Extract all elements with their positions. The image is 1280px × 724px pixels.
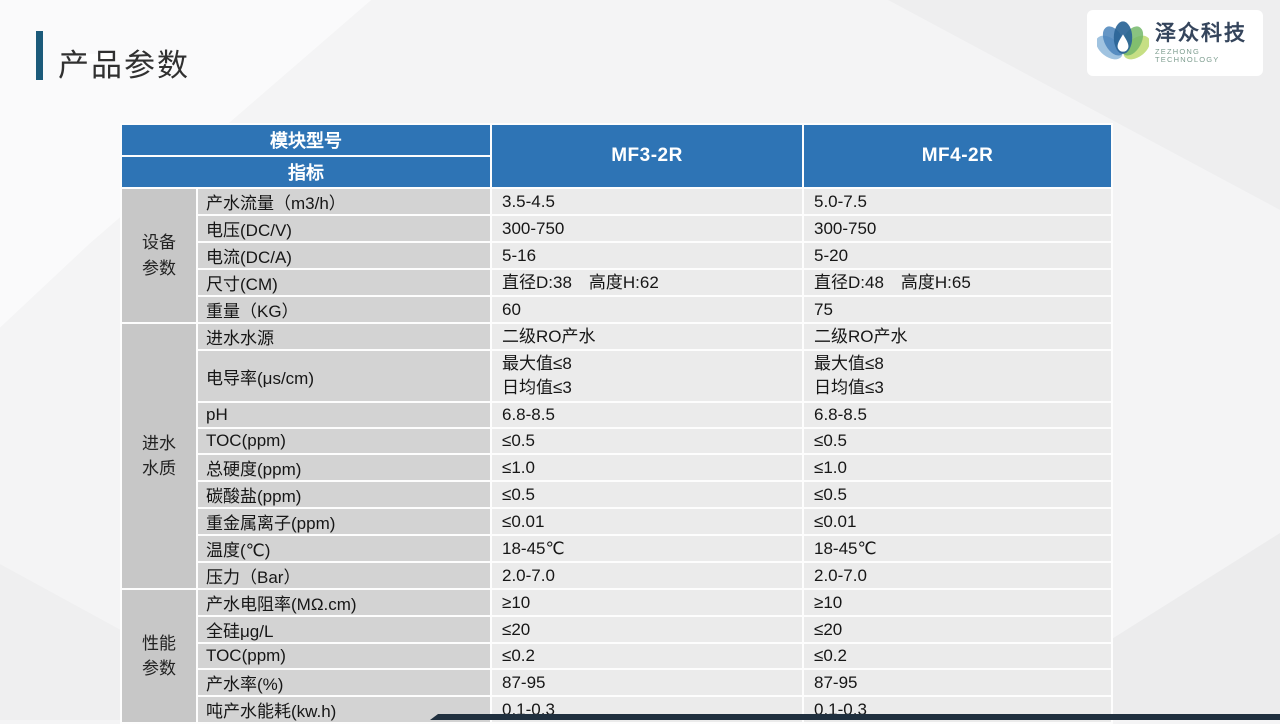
param-value-mf4: 6.8-8.5	[804, 403, 1111, 427]
param-label: 重金属离子(ppm)	[198, 509, 490, 534]
param-value-mf4: 75	[804, 297, 1111, 322]
param-value-mf3: 300-750	[492, 216, 802, 241]
param-value-mf4: ≤1.0	[804, 455, 1111, 480]
param-value-mf3: ≥10	[492, 590, 802, 615]
param-value-mf3: 二级RO产水	[492, 324, 802, 349]
product-spec-table: 模块型号 MF3-2R MF4-2R 指标 设备 参数 产水流量（m3/h） 3…	[120, 123, 1113, 724]
param-value-mf4: 5.0-7.5	[804, 189, 1111, 214]
param-value-mf3: 87-95	[492, 670, 802, 695]
param-value-mf4: 18-45℃	[804, 536, 1111, 561]
param-value-mf4: 300-750	[804, 216, 1111, 241]
param-value-mf3: 2.0-7.0	[492, 563, 802, 588]
param-value-mf3: 5-16	[492, 243, 802, 268]
param-value-mf3: ≤0.5	[492, 482, 802, 507]
param-value-mf4: ≥10	[804, 590, 1111, 615]
param-label: 碳酸盐(ppm)	[198, 482, 490, 507]
param-value-mf3: ≤0.2	[492, 644, 802, 668]
param-value-mf4: ≤0.5	[804, 482, 1111, 507]
param-value-mf3: 3.5-4.5	[492, 189, 802, 214]
param-label: TOC(ppm)	[198, 429, 490, 453]
param-value-mf3: 最大值≤8 日均值≤3	[492, 351, 802, 401]
param-value-mf4: ≤0.01	[804, 509, 1111, 534]
company-logo: 泽众科技 ZEZHONG TECHNOLOGY	[1087, 10, 1263, 76]
param-value-mf4: ≤20	[804, 617, 1111, 642]
param-value-mf4: 最大值≤8 日均值≤3	[804, 351, 1111, 401]
param-label: 温度(℃)	[198, 536, 490, 561]
param-value-mf4: ≤0.5	[804, 429, 1111, 453]
param-label: 产水率(%)	[198, 670, 490, 695]
param-label: 全硅μg/L	[198, 617, 490, 642]
param-value-mf3: ≤20	[492, 617, 802, 642]
param-value-mf4: 5-20	[804, 243, 1111, 268]
header-col-mf4-2r: MF4-2R	[804, 125, 1111, 187]
header-indicator: 指标	[122, 157, 490, 187]
param-label: 重量（KG）	[198, 297, 490, 322]
param-value-mf3: ≤0.5	[492, 429, 802, 453]
param-value-mf4: 87-95	[804, 670, 1111, 695]
param-label: 进水水源	[198, 324, 490, 349]
title-accent-bar	[36, 31, 43, 80]
bottom-accent-bar	[430, 714, 1280, 720]
param-label: TOC(ppm)	[198, 644, 490, 668]
param-label: 电压(DC/V)	[198, 216, 490, 241]
logo-name-en: ZEZHONG TECHNOLOGY	[1155, 46, 1220, 65]
param-value-mf3: 60	[492, 297, 802, 322]
param-value-mf3: ≤1.0	[492, 455, 802, 480]
param-label: 尺寸(CM)	[198, 270, 490, 295]
param-label: 电流(DC/A)	[198, 243, 490, 268]
param-value-mf4: 2.0-7.0	[804, 563, 1111, 588]
group-label-device-params: 设备 参数	[122, 189, 196, 322]
group-label-feed-water-quality: 进水 水质	[122, 324, 196, 588]
param-value-mf3: 18-45℃	[492, 536, 802, 561]
header-module-model: 模块型号	[122, 125, 490, 155]
param-label: 吨产水能耗(kw.h)	[198, 697, 490, 722]
page-title: 产品参数	[58, 48, 190, 83]
param-label: 压力（Bar）	[198, 563, 490, 588]
param-value-mf3: ≤0.01	[492, 509, 802, 534]
param-value-mf3: 6.8-8.5	[492, 403, 802, 427]
param-label: 产水流量（m3/h）	[198, 189, 490, 214]
param-value-mf4: ≤0.2	[804, 644, 1111, 668]
param-label: 产水电阻率(MΩ.cm)	[198, 590, 490, 615]
header-col-mf3-2r: MF3-2R	[492, 125, 802, 187]
param-label: 总硬度(ppm)	[198, 455, 490, 480]
param-value-mf3: 直径D:38 高度H:62	[492, 270, 802, 295]
group-label-performance-params: 性能 参数	[122, 590, 196, 722]
param-label: 电导率(μs/cm)	[198, 351, 490, 401]
lotus-waterdrop-icon	[1097, 21, 1149, 60]
param-value-mf4: 二级RO产水	[804, 324, 1111, 349]
logo-name-cn: 泽众科技	[1155, 21, 1247, 45]
top-left-dash-decoration	[84, 54, 112, 61]
param-label: pH	[198, 403, 490, 427]
param-value-mf4: 直径D:48 高度H:65	[804, 270, 1111, 295]
